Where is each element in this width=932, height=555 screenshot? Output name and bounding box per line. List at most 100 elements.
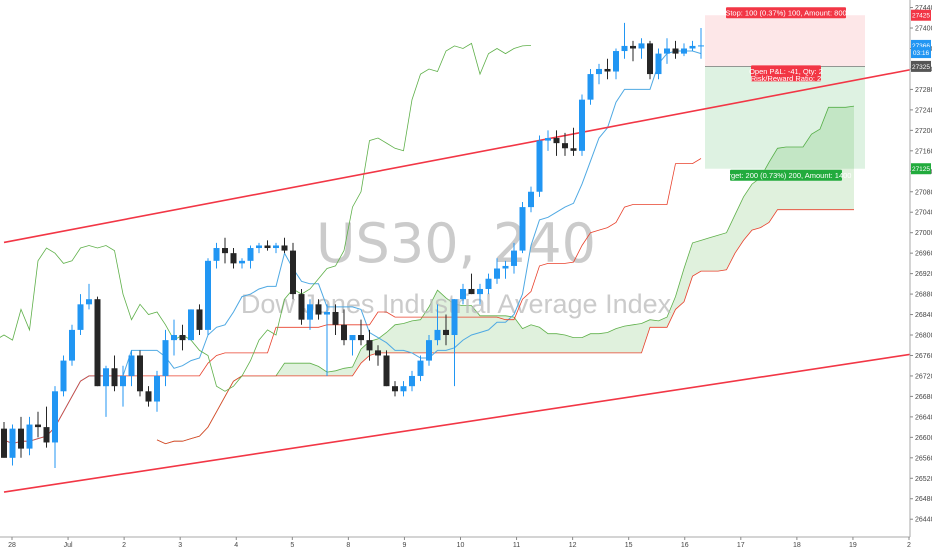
price-tick-label: 27200	[915, 128, 932, 135]
candle-body	[477, 288, 483, 295]
price-badge-label: 27366	[912, 43, 930, 50]
candle-body	[256, 245, 262, 249]
candle	[256, 242, 262, 254]
candle	[69, 324, 75, 366]
candle-body	[613, 51, 619, 72]
candle-body	[86, 299, 92, 305]
candle	[647, 40, 653, 80]
candle	[171, 319, 177, 356]
price-tick-label: 26920	[915, 271, 932, 278]
candle	[426, 335, 432, 366]
candle	[315, 299, 322, 320]
candle-body	[392, 386, 398, 392]
candle-body	[230, 253, 237, 264]
candle	[417, 355, 424, 382]
candle	[332, 304, 339, 336]
candle	[298, 288, 305, 325]
ichimoku-cloud	[156, 105, 855, 445]
candle	[213, 242, 220, 269]
price-axis[interactable]: 2744027400273602732027280272402720027160…	[909, 0, 932, 550]
candle	[205, 258, 211, 336]
candle-body	[366, 340, 373, 351]
candle-body	[324, 311, 330, 315]
time-tick-label: Jul	[64, 542, 73, 549]
candle	[137, 350, 143, 397]
candle	[579, 94, 585, 156]
candle	[264, 240, 271, 251]
candle-body	[77, 304, 84, 330]
candle	[120, 365, 126, 407]
price-badge-label: 27425	[912, 13, 930, 20]
candle	[672, 40, 679, 59]
candle	[477, 283, 483, 305]
candle	[111, 355, 118, 392]
price-badge	[911, 9, 931, 21]
watermark-title: US30, 240	[316, 212, 596, 275]
candle-body	[103, 368, 109, 387]
time-tick-label: 17	[737, 542, 745, 549]
candle	[103, 365, 109, 417]
price-badge	[911, 60, 931, 72]
candle	[307, 299, 313, 330]
price-tick-label: 26600	[915, 435, 932, 442]
candle-body	[341, 324, 347, 341]
price-tick-label: 27400	[915, 26, 932, 33]
candle	[52, 386, 58, 469]
candle-body	[307, 304, 313, 320]
candle-body	[18, 428, 24, 449]
trendline-upper-channel[interactable]	[3, 65, 931, 244]
candle-body	[298, 294, 305, 320]
candle-body	[290, 250, 296, 295]
position-labels: Stop: 100 (0.37%) 100, Amount: 800 Open P…	[721, 7, 852, 181]
time-tick-label: 15	[625, 542, 633, 549]
candle	[409, 370, 415, 392]
candle	[587, 68, 594, 105]
candle-body	[655, 53, 662, 75]
candle-body	[247, 248, 254, 261]
candle-body	[9, 428, 16, 458]
candle-body	[426, 340, 432, 361]
time-tick-label: 5	[290, 542, 294, 549]
price-tick-label: 27160	[915, 148, 932, 155]
candle-body	[281, 245, 288, 251]
candle-body	[519, 207, 526, 251]
candle-body	[596, 68, 602, 75]
price-badge	[911, 47, 931, 59]
time-axis[interactable]: 28 Jul 2 3 4 5 8 9 10 11 12 15 16 17 18 19 2	[0, 536, 932, 550]
candle-body	[264, 245, 271, 249]
long-short-position-tool[interactable]	[705, 15, 865, 169]
candle-body	[698, 45, 704, 47]
candle	[26, 416, 33, 456]
trendline-lower-channel[interactable]	[3, 337, 932, 493]
base-line	[3, 158, 702, 445]
candle-body	[26, 424, 33, 449]
price-tick-label: 27080	[915, 189, 932, 196]
candle-body	[188, 309, 194, 341]
candle-body	[502, 265, 509, 269]
candle-body	[562, 143, 568, 149]
trendlines[interactable]	[3, 65, 932, 493]
candle	[494, 258, 500, 284]
candle-body	[553, 138, 560, 144]
candle	[358, 319, 364, 346]
time-tick-label: 28	[8, 542, 16, 549]
candle-body	[137, 355, 143, 392]
candle	[154, 370, 160, 412]
candle-body	[460, 288, 466, 300]
candle	[222, 237, 228, 264]
pnl-label-text: Risk/Reward Ratio: 2	[751, 74, 821, 83]
time-tick-label: 11	[513, 542, 520, 549]
time-tick-label: 8	[346, 542, 350, 549]
candle-body	[672, 48, 679, 54]
candle-body	[511, 250, 517, 266]
stop-label: Stop: 100 (0.37%) 100, Amount: 800	[725, 7, 847, 19]
target-label-text: Target: 200 (0.73%) 200, Amount: 1400	[721, 171, 852, 180]
candle	[613, 48, 619, 80]
price-badge-label: 03:16	[913, 50, 930, 57]
candle-body	[579, 99, 585, 151]
candle-body	[94, 299, 101, 387]
candle	[468, 273, 475, 295]
